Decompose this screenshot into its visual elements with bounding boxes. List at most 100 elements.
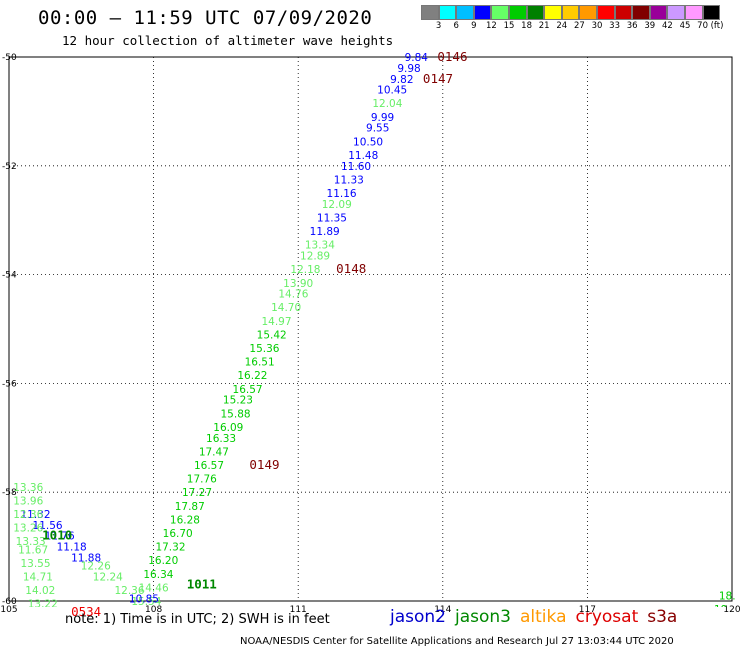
wave-height-value: 10.50 <box>353 136 383 148</box>
wave-height-value: 11.18 <box>57 542 87 554</box>
wave-height-value: 11.32 <box>20 509 50 521</box>
wave-height-value: 13.96 <box>13 495 43 507</box>
pass-time-label: 0146 <box>437 49 467 64</box>
wave-height-value: 11.67 <box>18 544 48 556</box>
legend-label: 12 <box>485 21 497 31</box>
legend-label: 33 <box>609 21 621 31</box>
pass-time-label: 0147 <box>423 71 453 86</box>
satellite-legend: jason2 jason3 altika cryosat s3a <box>390 607 686 627</box>
wave-height-color-legend <box>421 5 721 20</box>
wave-height-value: 11.76 <box>45 531 75 543</box>
pass-time-label: 1011 <box>187 577 217 592</box>
wave-height-value: 16.09 <box>213 422 243 434</box>
lat-tick-label: -52 <box>2 162 17 172</box>
legend-label: 21 <box>538 21 550 31</box>
legend-swatch <box>508 5 527 20</box>
wave-height-value: 10.45 <box>377 85 407 97</box>
legend-swatch <box>684 5 703 20</box>
wave-height-value: 11.33 <box>334 174 364 186</box>
wave-height-value: 17.87 <box>175 501 205 513</box>
wave-height-value: 17.32 <box>155 542 185 554</box>
wave-height-value: 13.75 <box>40 626 70 638</box>
wave-height-value: 16.28 <box>170 514 200 526</box>
legend-label: 27 <box>573 21 585 31</box>
legend-swatch <box>614 5 633 20</box>
wave-height-value: 15.36 <box>249 343 279 355</box>
wave-height-value: 9.98 <box>397 63 420 75</box>
legend-swatch <box>579 5 597 20</box>
wave-height-value: 12.24 <box>93 572 123 584</box>
wave-height-legend-labels: 3 6 9 12 15 18 21 24 27 30 33 36 39 42 45 70 (ft) <box>421 21 740 35</box>
wave-height-value: 9.82 <box>390 74 413 86</box>
legend-swatch <box>702 5 721 20</box>
lat-tick-label: -54 <box>2 271 17 281</box>
wave-height-value: 13.55 <box>20 558 50 570</box>
legend-label: 9 <box>471 21 477 31</box>
satellite-legend-cryosat: cryosat <box>575 607 639 627</box>
wave-height-value: 16.22 <box>237 370 267 382</box>
wave-height-value: 12.36 <box>114 585 144 597</box>
satellite-legend-jason2: jason2 <box>390 607 446 627</box>
wave-height-value: 14.71 <box>23 572 53 584</box>
wave-height-value: 17.47 <box>199 446 229 458</box>
lat-tick-label: -58 <box>2 488 17 498</box>
legend-swatch <box>473 5 492 20</box>
wave-height-value: 16.34 <box>143 569 173 581</box>
wave-height-value: 16.20 <box>148 555 178 567</box>
wave-height-value: 14.76 <box>278 289 308 301</box>
lon-tick-label: 117 <box>579 605 596 615</box>
wave-height-value: 11.35 <box>317 212 347 224</box>
wave-height-value: 10.85 <box>129 593 159 605</box>
wave-height-value: 18. <box>719 591 736 603</box>
satellite-legend-jason3: jason3 <box>455 607 511 627</box>
wave-height-value: 11.82 <box>163 607 193 619</box>
wave-height-value: 9.99 <box>371 112 394 124</box>
pass-time-label: 0534 <box>71 604 101 619</box>
wave-height-value: 11.16 <box>327 188 357 200</box>
wave-height-value: 16.70 <box>163 528 193 540</box>
wave-height-value: 13.36 <box>13 482 43 494</box>
wave-height-value: 12.18 <box>290 264 320 276</box>
legend-label: 42 <box>661 21 673 31</box>
legend-swatch <box>596 5 615 20</box>
lon-tick-label: 120 <box>723 605 740 615</box>
wave-height-value: 11.60 <box>341 161 371 173</box>
wave-height-value: 13.90 <box>283 278 313 290</box>
satellite-legend-altika: altika <box>520 607 567 627</box>
legend-label: 18 <box>521 21 533 31</box>
legend-label: 70 <box>697 21 709 31</box>
legend-label: 24 <box>556 21 568 31</box>
wave-height-value: 12.26 <box>81 561 111 573</box>
wave-height-value: 15.42 <box>257 329 287 341</box>
pass-time-label: 0148 <box>336 261 366 276</box>
wave-height-value: 15.88 <box>221 408 251 420</box>
legend-unit: (ft) <box>710 21 724 31</box>
legend-swatch <box>491 5 509 20</box>
wave-height-value: 16.57 <box>194 460 224 472</box>
wave-height-value: 15.54 <box>131 596 161 608</box>
legend-swatch <box>667 5 685 20</box>
wave-height-value: 16.51 <box>245 357 275 369</box>
legend-label: 30 <box>591 21 603 31</box>
wave-height-value: 12.09 <box>322 199 352 211</box>
legend-swatch <box>632 5 650 20</box>
wave-height-value: 12.96 <box>33 612 63 624</box>
wave-height-value: 19. <box>714 604 731 616</box>
wave-height-value: 14.70 <box>271 302 301 314</box>
legend-swatch <box>421 5 439 20</box>
wave-height-value: 13.34 <box>305 240 335 252</box>
wave-height-value: 16.33 <box>206 433 236 445</box>
lon-tick-label: 108 <box>145 605 162 615</box>
wave-height-value: 11.48 <box>348 150 378 162</box>
legend-label: 45 <box>679 21 691 31</box>
legend-swatch <box>544 5 562 20</box>
legend-swatch <box>456 5 474 20</box>
satellite-legend-s3a: s3a <box>647 607 678 627</box>
legend-label: 3 <box>435 21 442 31</box>
legend-label: 36 <box>626 21 638 31</box>
lat-tick-label: -50 <box>2 53 17 63</box>
wave-height-value: 12.04 <box>372 98 402 110</box>
wave-height-value: 11.88 <box>71 552 101 564</box>
